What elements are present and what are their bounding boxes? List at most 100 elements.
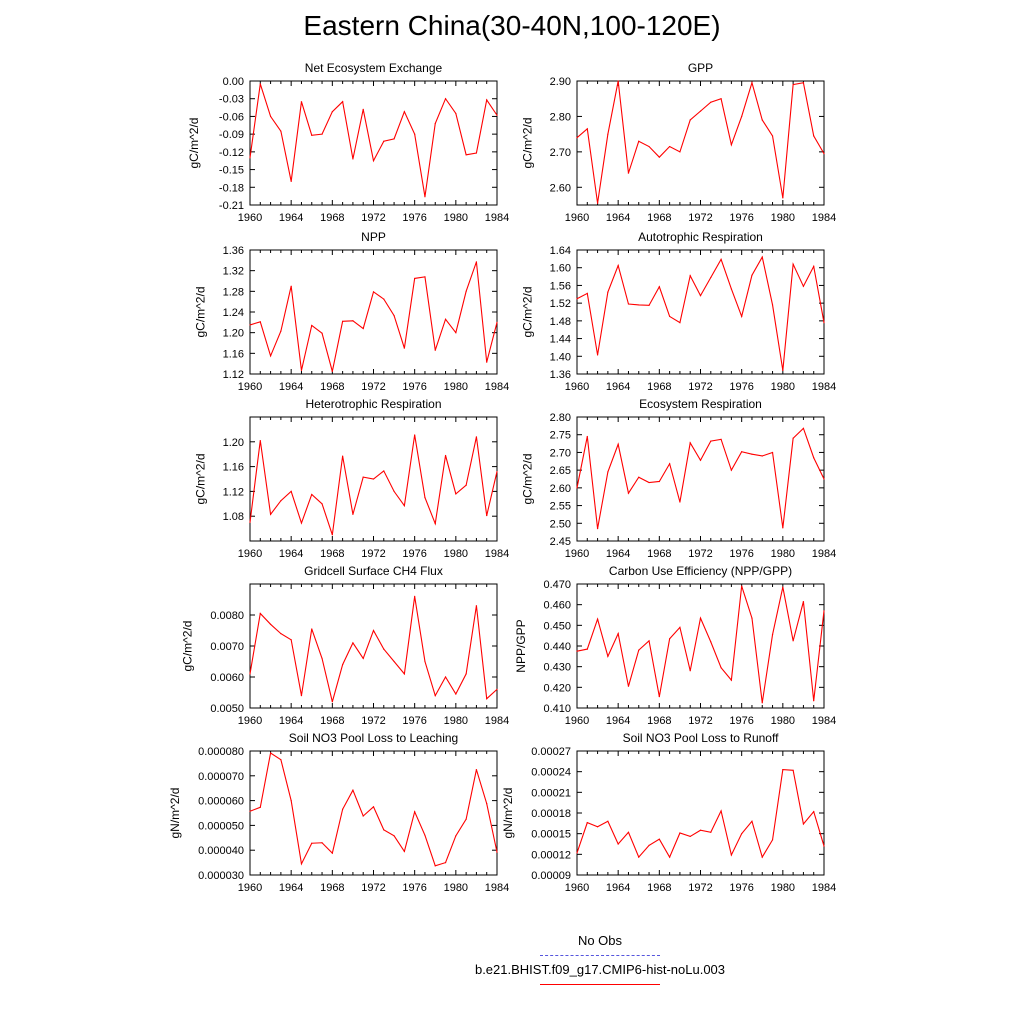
- y-tick-label: 0.00027: [531, 746, 571, 758]
- data-point: [496, 470, 498, 473]
- panel-title: Net Ecosystem Exchange: [305, 61, 443, 75]
- y-tick-label: 1.08: [223, 511, 244, 523]
- data-point: [434, 695, 436, 697]
- x-tick-label: 1972: [361, 882, 385, 894]
- x-tick-label: 1960: [238, 548, 262, 560]
- y-axis-label: gN/m^2/d: [501, 788, 515, 839]
- x-tick-label: 1984: [812, 548, 836, 560]
- y-tick-label: 0.000080: [198, 746, 244, 758]
- data-point: [362, 815, 364, 817]
- data-point: [720, 98, 722, 100]
- series-line: [249, 83, 498, 197]
- data-point: [679, 626, 681, 629]
- plot-frame: [249, 249, 498, 375]
- data-point: [813, 811, 815, 813]
- data-point: [424, 196, 426, 198]
- data-point: [342, 101, 344, 103]
- y-tick-label: 1.16: [223, 462, 244, 474]
- y-tick-label: 2.80: [550, 111, 571, 123]
- data-point: [259, 83, 261, 85]
- y-axis-label: gC/m^2/d: [193, 287, 207, 338]
- data-point: [586, 435, 588, 438]
- x-tick-label: 1976: [729, 882, 753, 894]
- y-tick-label: 0.00009: [531, 870, 571, 882]
- data-point: [792, 83, 794, 86]
- y-tick-label: 2.60: [550, 483, 571, 495]
- x-tick-label: 1984: [812, 882, 836, 894]
- data-point: [720, 810, 722, 812]
- data-point: [699, 110, 702, 112]
- x-tick-label: 1972: [688, 381, 712, 393]
- data-point: [290, 490, 292, 492]
- data-point: [311, 134, 313, 136]
- data-point: [658, 286, 660, 288]
- x-tick-label: 1972: [361, 548, 385, 560]
- x-tick-label: 1976: [402, 212, 426, 224]
- data-point: [586, 648, 588, 650]
- x-tick-label: 1984: [812, 212, 836, 224]
- data-point: [362, 476, 364, 478]
- data-point: [782, 527, 784, 529]
- x-tick-label: 1980: [771, 715, 795, 727]
- y-tick-label: 1.12: [223, 486, 244, 498]
- data-point: [720, 258, 722, 260]
- y-tick-label: -0.03: [219, 94, 244, 106]
- data-point: [424, 276, 426, 278]
- x-tick-label: 1960: [238, 381, 262, 393]
- y-tick-label: 1.28: [223, 286, 244, 298]
- data-point: [586, 128, 588, 130]
- data-point: [730, 679, 732, 681]
- data-point: [710, 831, 712, 833]
- x-tick-label: 1976: [729, 715, 753, 727]
- panel-title: Ecosystem Respiration: [639, 397, 762, 411]
- x-tick-label: 1980: [444, 212, 468, 224]
- data-point: [720, 438, 722, 440]
- data-point: [710, 101, 712, 103]
- data-point: [352, 158, 354, 160]
- x-tick-label: 1968: [647, 381, 671, 393]
- data-point: [596, 826, 599, 828]
- data-point: [486, 698, 488, 700]
- data-point: [496, 851, 498, 853]
- data-point: [802, 427, 805, 429]
- data-point: [710, 641, 712, 643]
- data-point: [372, 160, 375, 162]
- data-point: [576, 137, 578, 139]
- data-point: [596, 202, 599, 204]
- x-tick-label: 1964: [279, 212, 303, 224]
- data-point: [596, 618, 599, 620]
- data-point: [823, 322, 825, 324]
- x-tick-label: 1980: [444, 548, 468, 560]
- data-point: [280, 759, 282, 761]
- data-point: [290, 285, 292, 287]
- x-tick-label: 1960: [565, 548, 589, 560]
- data-point: [802, 600, 805, 603]
- figure-title: Eastern China(30-40N,100-120E): [303, 10, 721, 41]
- data-point: [249, 673, 251, 675]
- y-tick-label: 1.20: [223, 328, 244, 340]
- series-line: [576, 427, 825, 529]
- x-tick-label: 1964: [606, 882, 630, 894]
- panel-title: Heterotrophic Respiration: [305, 397, 441, 411]
- x-tick-label: 1980: [771, 381, 795, 393]
- y-tick-label: 0.0070: [210, 641, 244, 653]
- data-point: [771, 451, 774, 454]
- x-tick-label: 1964: [606, 715, 630, 727]
- y-tick-label: 0.0080: [210, 610, 244, 622]
- chart-panel-9: 1960 1964 1968 1972 1976 1980 1984 0.000030 0.00…: [168, 731, 509, 894]
- data-point: [689, 835, 691, 838]
- data-point: [496, 688, 498, 691]
- x-tick-label: 1980: [444, 381, 468, 393]
- x-tick-label: 1964: [606, 212, 630, 224]
- series-line: [576, 255, 825, 371]
- data-point: [475, 436, 478, 438]
- data-point: [741, 585, 743, 587]
- series-line: [576, 80, 825, 204]
- data-point: [383, 140, 385, 142]
- y-tick-label: 0.470: [543, 579, 571, 591]
- data-point: [403, 347, 405, 349]
- x-tick-label: 1976: [729, 548, 753, 560]
- y-tick-label: 1.64: [550, 245, 571, 257]
- y-tick-label: 1.12: [223, 369, 244, 381]
- data-point: [648, 145, 650, 148]
